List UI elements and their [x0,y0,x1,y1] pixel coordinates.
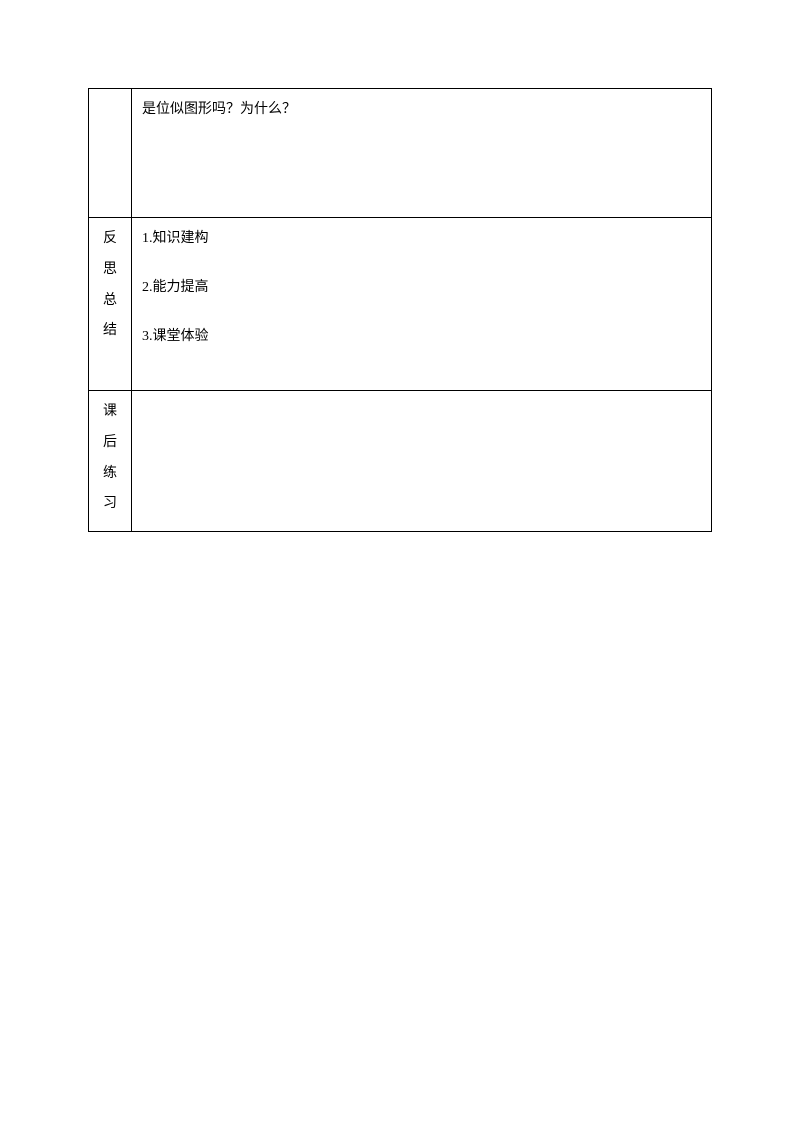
label-char: 反 [91,224,129,255]
homework-label-cell: 课 后 练 习 [89,391,132,532]
row1-content-cell: 是位似图形吗？为什么？ [132,89,712,218]
row1-label-cell [89,89,132,218]
row1-text: 是位似图形吗？为什么？ [142,102,296,117]
homework-content-cell [132,391,712,532]
reflection-label-cell: 反 思 总 结 [89,218,132,391]
reflection-content-cell: 1.知识建构 2.能力提高 3.课堂体验 [132,218,712,391]
reflection-item-1: 1.知识建构 [142,224,701,255]
table-row: 课 后 练 习 [89,391,712,532]
table-row: 反 思 总 结 1.知识建构 2.能力提高 3.课堂体验 [89,218,712,391]
label-char: 习 [91,489,129,520]
reflection-item-2: 2.能力提高 [142,273,701,304]
label-char: 总 [91,286,129,317]
label-char: 思 [91,255,129,286]
table-row: 是位似图形吗？为什么？ [89,89,712,218]
lesson-table: 是位似图形吗？为什么？ 反 思 总 结 1.知识建构 2.能力提高 3.课堂体验… [88,88,712,532]
label-char: 课 [91,397,129,428]
reflection-item-3: 3.课堂体验 [142,322,701,353]
label-char: 后 [91,428,129,459]
label-char: 结 [91,316,129,347]
label-char: 练 [91,459,129,490]
